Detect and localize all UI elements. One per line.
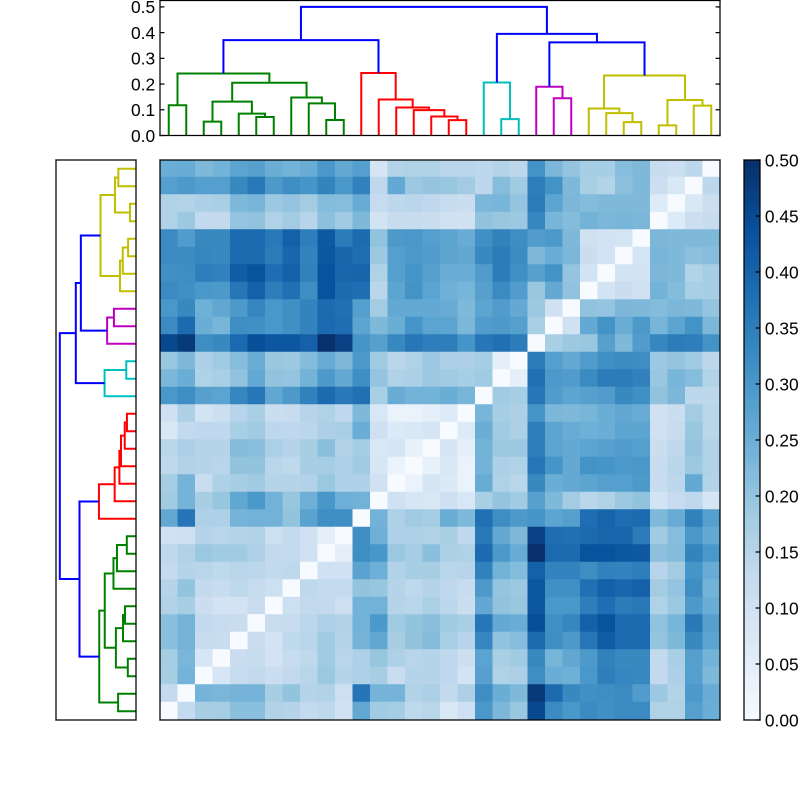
- svg-text:0.00: 0.00: [765, 710, 799, 730]
- svg-text:0.4: 0.4: [131, 23, 155, 43]
- svg-text:0.35: 0.35: [765, 318, 799, 338]
- svg-text:0.50: 0.50: [765, 150, 799, 170]
- svg-text:0.05: 0.05: [765, 654, 799, 674]
- svg-text:0.15: 0.15: [765, 542, 799, 562]
- svg-text:0.25: 0.25: [765, 430, 799, 450]
- svg-text:0.5: 0.5: [131, 0, 155, 17]
- svg-text:0.20: 0.20: [765, 486, 799, 506]
- svg-text:0.30: 0.30: [765, 374, 799, 394]
- svg-text:0.0: 0.0: [131, 126, 155, 146]
- svg-text:0.2: 0.2: [131, 74, 155, 94]
- svg-text:0.1: 0.1: [131, 100, 155, 120]
- svg-text:0.40: 0.40: [765, 262, 799, 282]
- svg-text:0.45: 0.45: [765, 206, 799, 226]
- svg-text:0.10: 0.10: [765, 598, 799, 618]
- svg-text:0.3: 0.3: [131, 49, 155, 69]
